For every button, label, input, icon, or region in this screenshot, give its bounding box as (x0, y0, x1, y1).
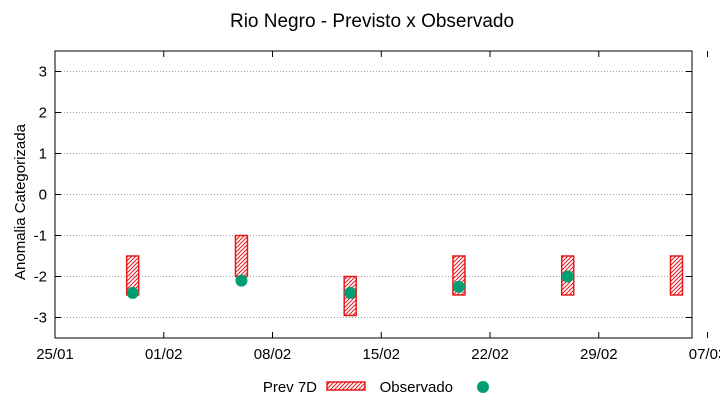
chart-title: Rio Negro - Previsto x Observado (230, 11, 514, 32)
x-tick-label: 08/02 (254, 346, 292, 363)
observado-point (344, 286, 357, 299)
y-axis-label: Anomalia Categorizada (12, 123, 29, 280)
x-tick-label: 15/02 (362, 346, 400, 363)
grid (55, 71, 692, 318)
x-tick-label: 29/02 (580, 346, 618, 363)
x-axis: 25/01 01/02 08/02 15/02 22/02 29/02 07/03 (36, 51, 720, 363)
prev-7d-bar (669, 255, 684, 296)
y-tick-label: -1 (34, 228, 47, 245)
x-tick-label: 01/02 (145, 346, 183, 363)
observado-series (126, 270, 574, 299)
y-tick-label: 0 (39, 187, 47, 204)
observado-point (126, 286, 139, 299)
observado-point (452, 280, 465, 293)
legend-swatch-prev-7d (326, 381, 366, 391)
observado-point (561, 270, 574, 283)
prev-7d-series (125, 234, 684, 317)
legend: Prev 7D Observado (263, 379, 489, 396)
legend-label-prev-7d: Prev 7D (263, 379, 317, 396)
y-tick-label: -3 (34, 310, 47, 327)
y-tick-label: 2 (39, 105, 47, 122)
y-tick-label: 3 (39, 64, 47, 81)
legend-label-observado: Observado (380, 379, 453, 396)
x-tick-label: 07/03 (689, 346, 720, 363)
x-tick-label: 22/02 (471, 346, 509, 363)
prev-7d-bar (234, 234, 249, 278)
legend-swatch-observado (477, 381, 489, 393)
observado-point (235, 274, 248, 287)
y-axis: -3 -2 -1 0 1 2 3 (34, 64, 692, 327)
y-tick-label: -2 (34, 269, 47, 286)
x-tick-label: 25/01 (36, 346, 74, 363)
y-tick-label: 1 (39, 146, 47, 163)
